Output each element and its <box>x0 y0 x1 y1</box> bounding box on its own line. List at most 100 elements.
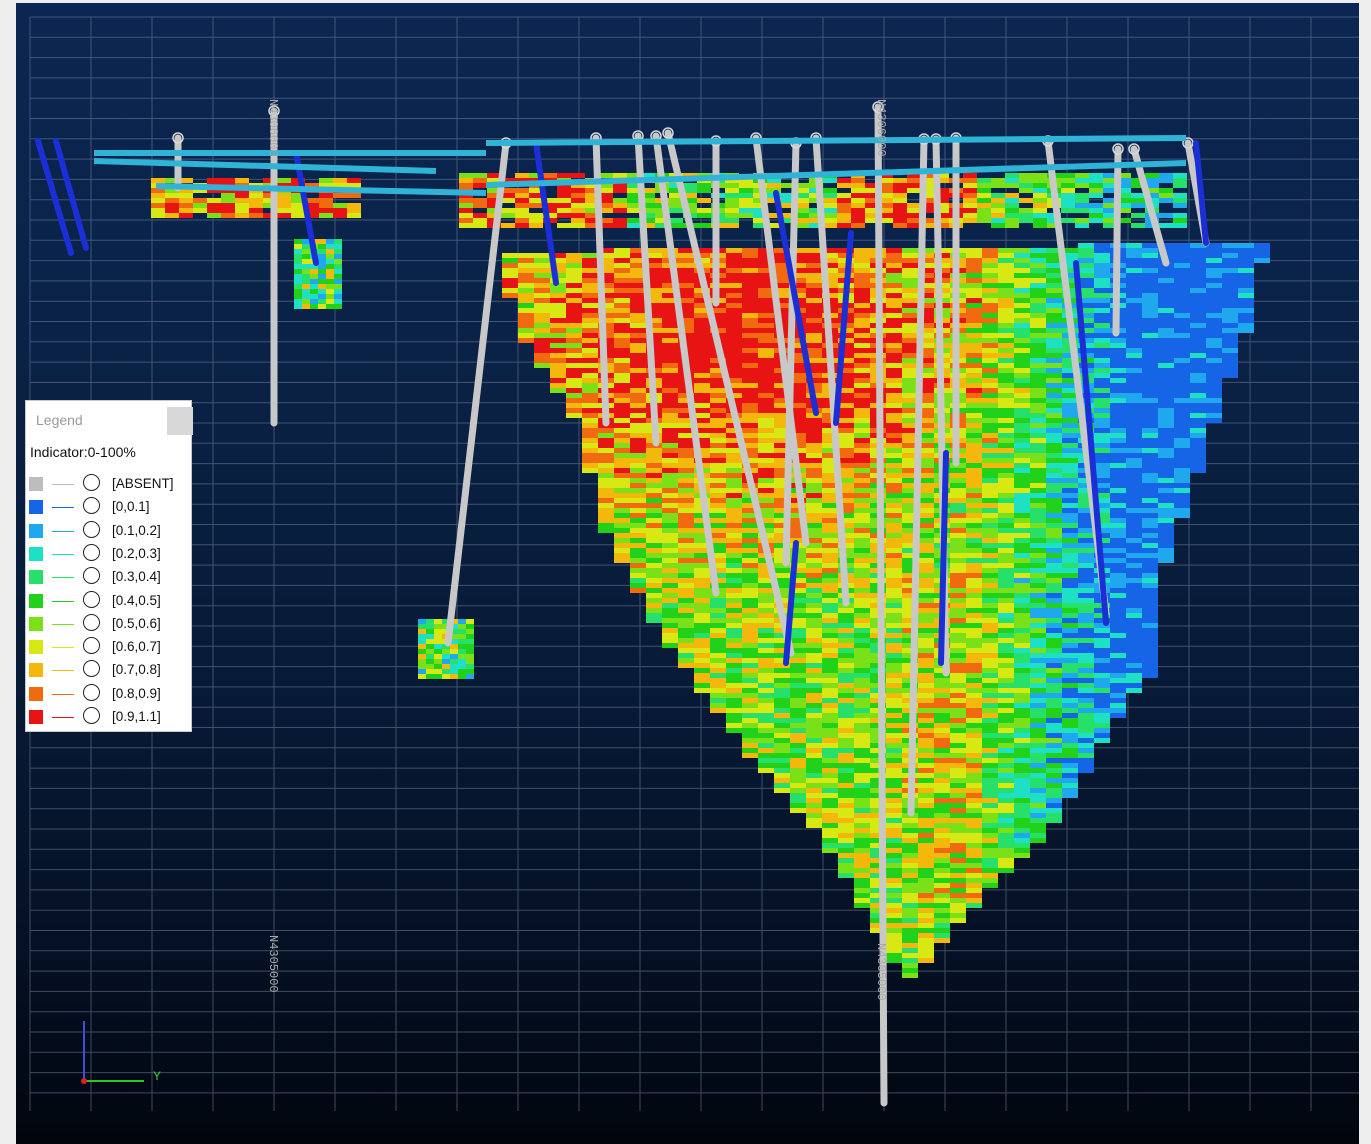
model-block <box>870 803 886 808</box>
model-block <box>902 323 918 328</box>
model-block <box>822 418 838 423</box>
model-block <box>742 528 758 533</box>
model-block <box>1062 783 1078 788</box>
model-block <box>1030 663 1046 668</box>
model-block <box>458 674 466 679</box>
model-block <box>614 278 630 283</box>
model-block <box>1117 203 1131 208</box>
model-block <box>902 633 918 638</box>
model-block <box>726 293 742 298</box>
model-block <box>518 288 534 293</box>
model-block <box>790 253 806 258</box>
model-block <box>886 388 902 393</box>
model-block <box>678 493 694 498</box>
model-block <box>822 718 838 723</box>
model-block <box>614 548 630 553</box>
model-block <box>822 613 838 618</box>
model-block <box>998 433 1014 438</box>
model-block <box>1174 398 1190 403</box>
model-block <box>823 178 837 183</box>
model-block <box>1126 513 1142 518</box>
model-block <box>902 263 918 268</box>
model-block <box>1094 283 1110 288</box>
model-block <box>806 568 822 573</box>
model-block <box>1075 208 1089 213</box>
model-block <box>694 623 710 628</box>
model-block <box>582 458 598 463</box>
model-block <box>326 284 334 289</box>
model-block <box>193 188 207 193</box>
model-block <box>662 638 678 643</box>
model-block <box>1030 743 1046 748</box>
model-block <box>1014 433 1030 438</box>
model-block <box>921 198 935 203</box>
model-block <box>854 813 870 818</box>
model-block <box>1030 693 1046 698</box>
model-block <box>1014 303 1030 308</box>
model-block <box>1094 638 1110 643</box>
model-block <box>739 183 753 188</box>
model-block <box>710 658 726 663</box>
model-block <box>774 533 790 538</box>
model-block <box>694 683 710 688</box>
model-block <box>263 203 277 208</box>
model-block <box>758 423 774 428</box>
model-block <box>998 773 1014 778</box>
model-block <box>1014 498 1030 503</box>
model-block <box>459 213 473 218</box>
model-block <box>1094 413 1110 418</box>
model-block <box>918 388 934 393</box>
model-block <box>806 588 822 593</box>
model-block <box>806 633 822 638</box>
model-block <box>1078 328 1094 333</box>
model-block <box>1103 198 1117 203</box>
model-block <box>678 663 694 668</box>
model-block <box>966 528 982 533</box>
model-block <box>918 603 934 608</box>
model-block <box>854 393 870 398</box>
model-block <box>1046 628 1062 633</box>
model-block <box>838 483 854 488</box>
model-block <box>902 433 918 438</box>
model-block <box>902 358 918 363</box>
model-block <box>781 198 795 203</box>
model-block <box>710 598 726 603</box>
model-block <box>950 473 966 478</box>
model-block <box>1158 498 1174 503</box>
model-block <box>838 868 854 873</box>
model-block <box>742 623 758 628</box>
model-block <box>1046 688 1062 693</box>
model-block <box>790 263 806 268</box>
model-block <box>1117 208 1131 213</box>
model-block <box>886 453 902 458</box>
model-block <box>1126 673 1142 678</box>
model-block <box>950 668 966 673</box>
model-block <box>502 268 518 273</box>
model-block <box>998 808 1014 813</box>
model-block <box>1238 278 1254 283</box>
model-block <box>918 408 934 413</box>
model-block <box>1062 743 1078 748</box>
model-block <box>694 453 710 458</box>
model-block <box>1222 318 1238 323</box>
model-block <box>1078 768 1094 773</box>
model-block <box>790 768 806 773</box>
model-block <box>758 733 774 738</box>
model-block <box>662 483 678 488</box>
model-block <box>918 898 934 903</box>
model-block <box>902 303 918 308</box>
model-block <box>865 193 879 198</box>
model-block <box>566 408 582 413</box>
model-block <box>1222 298 1238 303</box>
model-block <box>1046 278 1062 283</box>
model-block <box>1062 648 1078 653</box>
model-block <box>902 313 918 318</box>
3d-viewport[interactable]: N4306000 N4305000 N4306000 N4305000 Y <box>16 3 1359 1144</box>
model-block <box>1142 483 1158 488</box>
model-block <box>950 723 966 728</box>
block-model-scene[interactable] <box>16 3 1359 1144</box>
model-block <box>678 263 694 268</box>
model-block <box>774 393 790 398</box>
model-block <box>982 768 998 773</box>
model-block <box>566 378 582 383</box>
